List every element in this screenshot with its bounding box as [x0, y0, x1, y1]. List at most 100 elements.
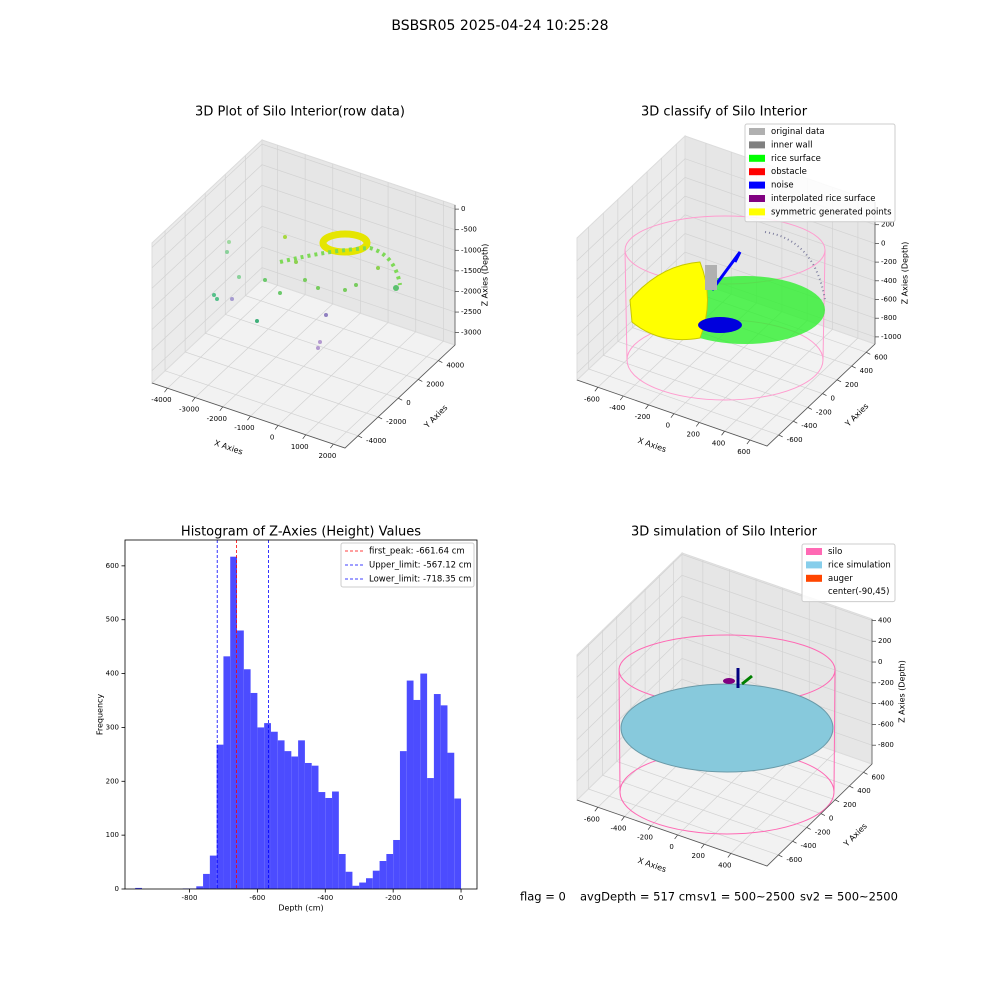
z-tick-label: 0	[878, 658, 882, 666]
legend-box	[801, 543, 896, 603]
noise-arc	[710, 251, 742, 291]
footer-sv1: sv1 = 500~2500	[697, 890, 795, 904]
footer-depth: avgDepth = 517 cm	[580, 890, 696, 904]
point	[278, 291, 282, 295]
z-tick-label: -800	[881, 314, 897, 322]
x-tick-label: 400	[712, 439, 725, 447]
legend-swatch	[749, 141, 765, 149]
x-tick-label: 400	[718, 861, 731, 869]
footer-flag: flag = 0	[520, 890, 566, 904]
legend-label: auger	[828, 574, 853, 584]
grid-line	[632, 185, 823, 394]
bar	[311, 765, 319, 889]
grid-line	[151, 143, 456, 248]
z-tick-label: -2000	[461, 287, 481, 295]
grid-line	[576, 195, 876, 299]
y-axis-label: Y Axies	[841, 822, 869, 850]
x-tick-label: 0	[459, 894, 463, 902]
bar	[440, 705, 448, 889]
y-tick-label: 0	[115, 885, 119, 893]
legend-swatch	[749, 154, 765, 162]
x-tick-label: 0	[270, 433, 274, 441]
grid-line	[151, 267, 456, 371]
point	[212, 293, 216, 297]
x-tick-label: 200	[692, 852, 705, 860]
grid-line	[576, 233, 876, 336]
point	[283, 235, 287, 239]
x-tick	[247, 415, 251, 421]
bar	[135, 887, 142, 889]
grid-line	[602, 213, 794, 422]
y-tick-label: 600	[106, 562, 119, 570]
z-tick-label: 400	[878, 616, 891, 624]
y-tick-label: 200	[106, 777, 119, 785]
x-tick-label: -4000	[151, 396, 171, 404]
legend-label: inner wall	[771, 140, 812, 150]
x-tick-label: 1000	[291, 443, 309, 451]
silo-side	[618, 669, 621, 793]
grid-line	[224, 174, 419, 380]
x-tick	[594, 387, 599, 392]
y-tick	[778, 434, 783, 438]
x-tick	[219, 406, 224, 412]
point	[316, 286, 320, 290]
legend-label: noise	[771, 181, 794, 191]
z-tick-label: -1000	[461, 246, 481, 254]
y-tick	[792, 840, 797, 844]
z-tick-label: -2500	[461, 308, 481, 316]
y-tick	[866, 351, 871, 355]
y-tick	[807, 407, 813, 410]
z-tick-label: -3000	[461, 329, 481, 337]
bar	[366, 878, 373, 889]
legend-swatch	[806, 574, 822, 582]
bar	[318, 792, 326, 889]
y-tick	[377, 416, 383, 420]
legend-label: rice surface	[771, 154, 821, 164]
y-tick-label: 600	[871, 773, 884, 781]
x-tick-label: -3000	[179, 406, 199, 414]
point	[303, 278, 307, 282]
direction-marker	[741, 674, 753, 686]
legend-label: center(-90,45)	[828, 587, 889, 597]
x-tick	[621, 816, 625, 821]
x-tick-label: -400	[611, 824, 627, 832]
y-tick-label: -400	[801, 842, 817, 850]
y-tick-label: 400	[106, 670, 119, 678]
bar	[284, 751, 292, 889]
y-tick-label: 0	[829, 815, 833, 823]
bar	[243, 669, 251, 889]
y-tick-label: 2000	[426, 380, 444, 388]
x-tick-label: -200	[637, 834, 653, 842]
z-tick-label: 0	[881, 239, 885, 247]
grid-line	[616, 616, 807, 828]
z-tick-label: 200	[881, 221, 894, 229]
bar	[447, 752, 455, 889]
x-tick-label: 200	[687, 430, 700, 438]
x-tick-label: -800	[182, 894, 198, 902]
silo-side	[833, 669, 836, 793]
x-tick-label: -600	[249, 894, 265, 902]
grid-line	[588, 226, 779, 436]
bar	[196, 886, 204, 889]
x-tick	[619, 395, 624, 401]
z-tick-label: -1500	[461, 267, 481, 275]
z-tick-label: -800	[878, 741, 894, 749]
z-tick-label: -200	[878, 679, 894, 687]
bar	[264, 723, 271, 889]
bar	[386, 853, 394, 889]
bar	[223, 656, 231, 889]
grid-line	[184, 211, 379, 418]
grid-line	[576, 214, 876, 318]
y-tick-label: 100	[106, 831, 119, 839]
z-tick-label: -600	[878, 720, 894, 728]
x-tick	[330, 443, 334, 449]
y-tick	[398, 397, 403, 401]
y-tick	[438, 360, 443, 363]
y-tick-label: -600	[786, 856, 802, 864]
legend-label: interpolated rice surface	[771, 194, 876, 204]
bar	[250, 692, 258, 889]
point	[255, 319, 259, 323]
legend-swatch	[749, 168, 765, 176]
noise	[698, 317, 742, 333]
